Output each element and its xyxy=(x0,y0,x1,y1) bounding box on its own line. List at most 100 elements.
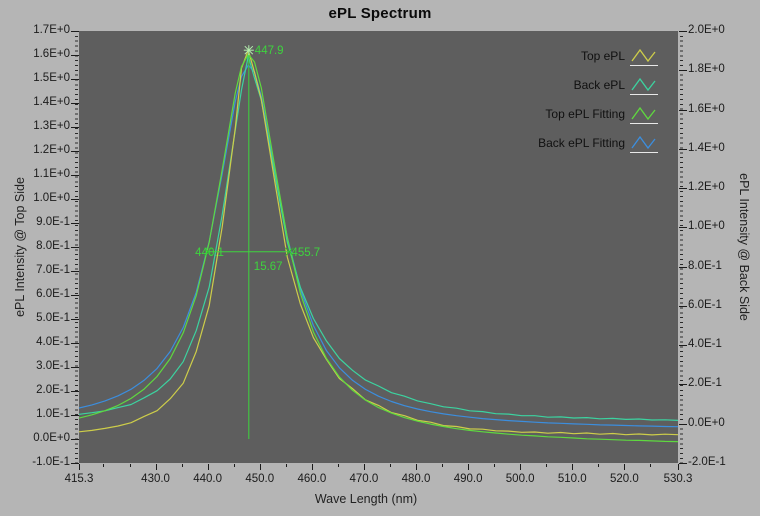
fwhm-left-label: 440.1 xyxy=(195,247,224,259)
y-axis-right-title: ePL Intensity @ Back Side xyxy=(737,173,751,321)
x-axis-tick-mark xyxy=(363,464,365,470)
y-axis-left-tick-label: 1.0E-1 xyxy=(36,408,70,420)
legend-item-back-epl-fitting[interactable]: Back ePL Fitting xyxy=(538,132,658,154)
series-line-back-epl xyxy=(79,55,678,421)
y-axis-left-tick-mark xyxy=(71,199,79,200)
y-axis-left-tick-mark xyxy=(71,127,79,128)
y-axis-right-tick-mark xyxy=(679,109,687,111)
chart-title: ePL Spectrum xyxy=(328,5,432,22)
y-axis-left-tick-label: 4.0E-1 xyxy=(36,336,70,348)
y-axis-left-tick-label: 5.0E-1 xyxy=(36,312,70,324)
y-axis-left-tick-label: 9.0E-1 xyxy=(36,216,70,228)
y-axis-right-tick-mark xyxy=(679,305,687,307)
x-axis-minor-tick-mark xyxy=(129,464,131,467)
y-axis-left-tick-label: 6.0E-1 xyxy=(36,288,70,300)
x-axis-tick-mark xyxy=(572,464,574,470)
x-axis-minor-tick-mark xyxy=(494,464,496,467)
x-axis-minor-tick-mark xyxy=(546,464,548,467)
y-axis-left-tick-mark xyxy=(71,103,79,104)
x-axis-tick-label: 500.0 xyxy=(505,473,535,485)
y-axis-left-tick-label: 1.7E+0 xyxy=(33,24,70,36)
x-axis-tick-label: 530.3 xyxy=(663,473,693,485)
y-axis-left-tick-mark xyxy=(71,463,79,464)
y-axis-right-tick-label: -2.0E-1 xyxy=(688,456,726,468)
fwhm-right-label: 455.7 xyxy=(291,247,320,259)
x-axis-tick-label: 450.0 xyxy=(245,473,275,485)
fwhm-cross-marker-right[interactable] xyxy=(285,247,294,257)
y-axis-right-tick-label: 2.0E-1 xyxy=(688,377,722,390)
legend-item-top-epl[interactable]: Top ePL xyxy=(538,45,658,67)
y-axis-left-tick-label: 7.0E-1 xyxy=(36,264,70,276)
zigzag-line-icon xyxy=(630,48,658,66)
spectrum-curves: 447.9 440.1 455.7 15.67 xyxy=(79,45,678,443)
x-axis-minor-tick-mark xyxy=(337,464,339,467)
y-axis-left-tick-mark xyxy=(71,31,79,32)
y-axis-left-tick-mark xyxy=(71,439,79,440)
series-line-top-epl-fitting xyxy=(79,53,678,443)
y-axis-left-tick-label: 8.0E-1 xyxy=(36,240,70,252)
y-axis-left-tick-label: 1.6E+0 xyxy=(33,48,70,60)
y-axis-left-tick-label: 1.1E+0 xyxy=(33,168,70,180)
x-axis-tick-mark xyxy=(468,464,470,470)
y-axis-left-tick-mark xyxy=(71,391,79,392)
y-axis-right-tick-mark xyxy=(679,31,687,32)
y-axis-right-tick-label: 2.0E+0 xyxy=(688,24,725,36)
y-axis-right-tick-label: 0.0E+0 xyxy=(688,416,725,429)
y-axis-left-tick-label: 1.4E+0 xyxy=(33,96,70,108)
legend-item-label: Top ePL xyxy=(580,49,625,63)
zigzag-line-icon xyxy=(630,135,658,153)
y-axis-left-tick-mark xyxy=(71,295,79,296)
zigzag-line-icon xyxy=(630,106,658,124)
x-axis-tick-mark xyxy=(678,464,679,470)
x-axis-title: Wave Length (nm) xyxy=(314,492,418,506)
fwhm-width-label: 15.67 xyxy=(254,261,283,273)
y-axis-right-tick-mark xyxy=(679,345,687,347)
x-axis-tick-label: 480.0 xyxy=(401,473,431,485)
legend-item-label: Top ePL Fitting xyxy=(545,107,625,121)
y-axis-left-tick-label: 3.0E-1 xyxy=(36,360,70,372)
x-axis-tick-label: 440.0 xyxy=(193,473,223,485)
y-axis-left-tick-label: -1.0E-1 xyxy=(32,456,70,468)
y-axis-left-tick-label: 1.5E+0 xyxy=(33,72,70,84)
y-axis-left-tick-mark xyxy=(71,343,79,344)
legend-item-top-epl-fitting[interactable]: Top ePL Fitting xyxy=(538,103,658,125)
legend-item-label: Back ePL Fitting xyxy=(538,136,625,150)
zigzag-line-icon xyxy=(630,77,658,95)
legend-line-sample xyxy=(631,135,656,150)
x-axis-tick-label: 490.0 xyxy=(453,473,483,485)
x-axis-tick-label: 510.0 xyxy=(557,473,587,485)
y-axis-right-tick-label: 6.0E-1 xyxy=(688,298,722,311)
legend-item-label: Back ePL xyxy=(573,78,625,92)
y-axis-right-tick-label: 1.4E+0 xyxy=(688,141,725,154)
y-axis-right-tick-mark xyxy=(679,188,687,190)
x-axis-tick-label: 430.0 xyxy=(141,473,170,485)
x-axis-minor-tick-mark xyxy=(389,464,391,467)
peak-star-marker[interactable] xyxy=(244,45,254,55)
x-axis-tick-mark xyxy=(79,464,80,470)
y-axis-left-tick-mark xyxy=(71,79,79,80)
x-axis-minor-tick-mark xyxy=(442,464,444,467)
x-axis-tick-label: 415.3 xyxy=(64,473,94,485)
y-axis-right-tick-mark xyxy=(679,384,687,386)
y-axis-left-tick-mark xyxy=(71,367,79,368)
y-axis-left-tick-mark xyxy=(71,151,79,152)
plot-area[interactable]: 447.9 440.1 455.7 15.67 xyxy=(79,31,678,463)
x-axis-minor-tick-mark xyxy=(650,464,652,467)
x-axis-tick-label: 460.0 xyxy=(297,473,327,485)
x-axis-tick-label: 470.0 xyxy=(349,473,379,485)
y-axis-left-tick-label: 1.0E+0 xyxy=(33,192,70,204)
y-axis-right-tick-label: 1.0E+0 xyxy=(688,220,725,233)
y-axis-left-tick-mark xyxy=(71,247,79,248)
x-axis-tick-mark xyxy=(207,464,209,470)
y-axis-right-tick-mark xyxy=(679,266,687,268)
y-axis-left-tick-mark xyxy=(71,175,79,176)
y-axis-right-tick-label: 1.8E+0 xyxy=(688,63,725,76)
y-axis-right-tick-mark xyxy=(679,463,687,464)
legend-item-back-epl[interactable]: Back ePL xyxy=(538,74,658,96)
y-axis-right-tick-label: 4.0E-1 xyxy=(688,338,722,351)
x-axis-tick-label: 520.0 xyxy=(609,473,639,485)
y-axis-left-tick-mark xyxy=(71,223,79,224)
fwhm-cross-marker-left[interactable] xyxy=(203,247,213,257)
y-axis-left-tick-label: 1.2E+0 xyxy=(33,144,70,156)
y-axis-right-tick-mark xyxy=(679,148,687,150)
